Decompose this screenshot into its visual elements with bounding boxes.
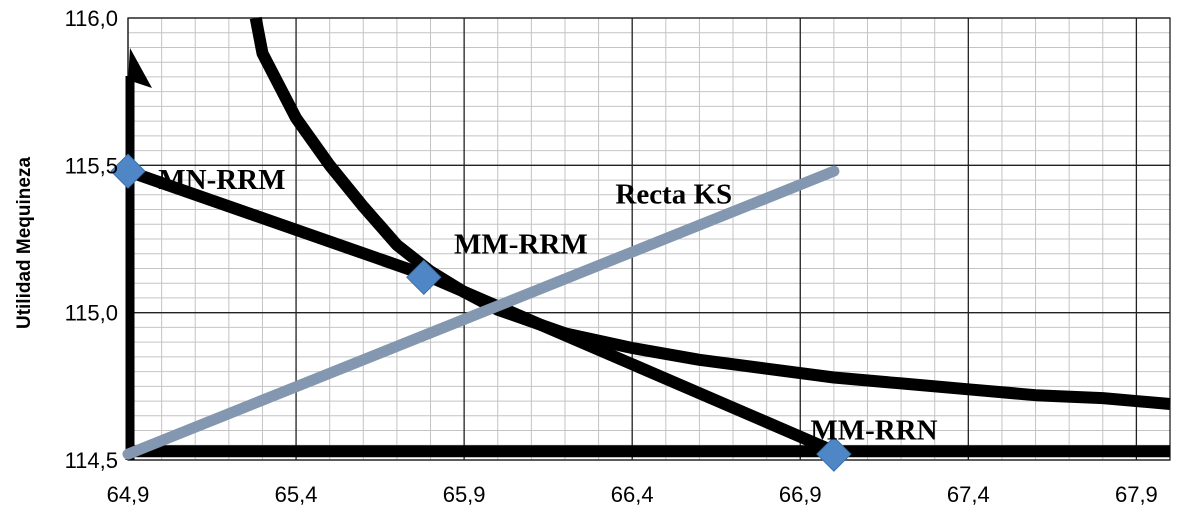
- x-tick-label: 65,4: [275, 482, 318, 507]
- x-tick-label: 66,9: [779, 482, 822, 507]
- label-mm-rrm: MM-RRM: [454, 229, 588, 261]
- series-recta-ks: [122, 165, 840, 460]
- x-tick-label: 67,4: [947, 482, 990, 507]
- y-tick-label: 115,5: [65, 153, 118, 178]
- label-recta-ks: Recta KS: [615, 179, 732, 211]
- annotation-layer: MN-RRM MM-RRM Recta KS MM-RRN: [158, 164, 937, 446]
- x-tick-label: 66,4: [611, 482, 654, 507]
- y-tick-label: 114,5: [65, 448, 118, 473]
- marker-layer: [110, 153, 852, 472]
- marker-mm-rrm: [406, 259, 442, 296]
- y-tick-label: 116,0: [65, 6, 118, 31]
- marker-mm-rrn: [816, 436, 852, 472]
- x-tick-label: 67,9: [1115, 482, 1158, 507]
- marker-mn-rrm: [110, 153, 146, 189]
- x-tick-label: 64,9: [107, 482, 150, 507]
- label-mn-rrm: MN-RRM: [158, 164, 285, 196]
- y-axis-title: Utilidad Mequineza: [14, 157, 35, 330]
- label-mm-rrn: MM-RRN: [810, 414, 937, 446]
- x-tick-label: 65,9: [443, 482, 486, 507]
- tick-layer: 64,9 65,4 65,9 66,4 66,9 67,4 67,9 114,5 115,0 11…: [65, 6, 1158, 507]
- minor-grid: [127, 17, 1171, 461]
- y-axis-arrow-head: [128, 48, 152, 88]
- y-tick-label: 115,0: [65, 301, 118, 326]
- series-line-2: [249, 16, 1171, 410]
